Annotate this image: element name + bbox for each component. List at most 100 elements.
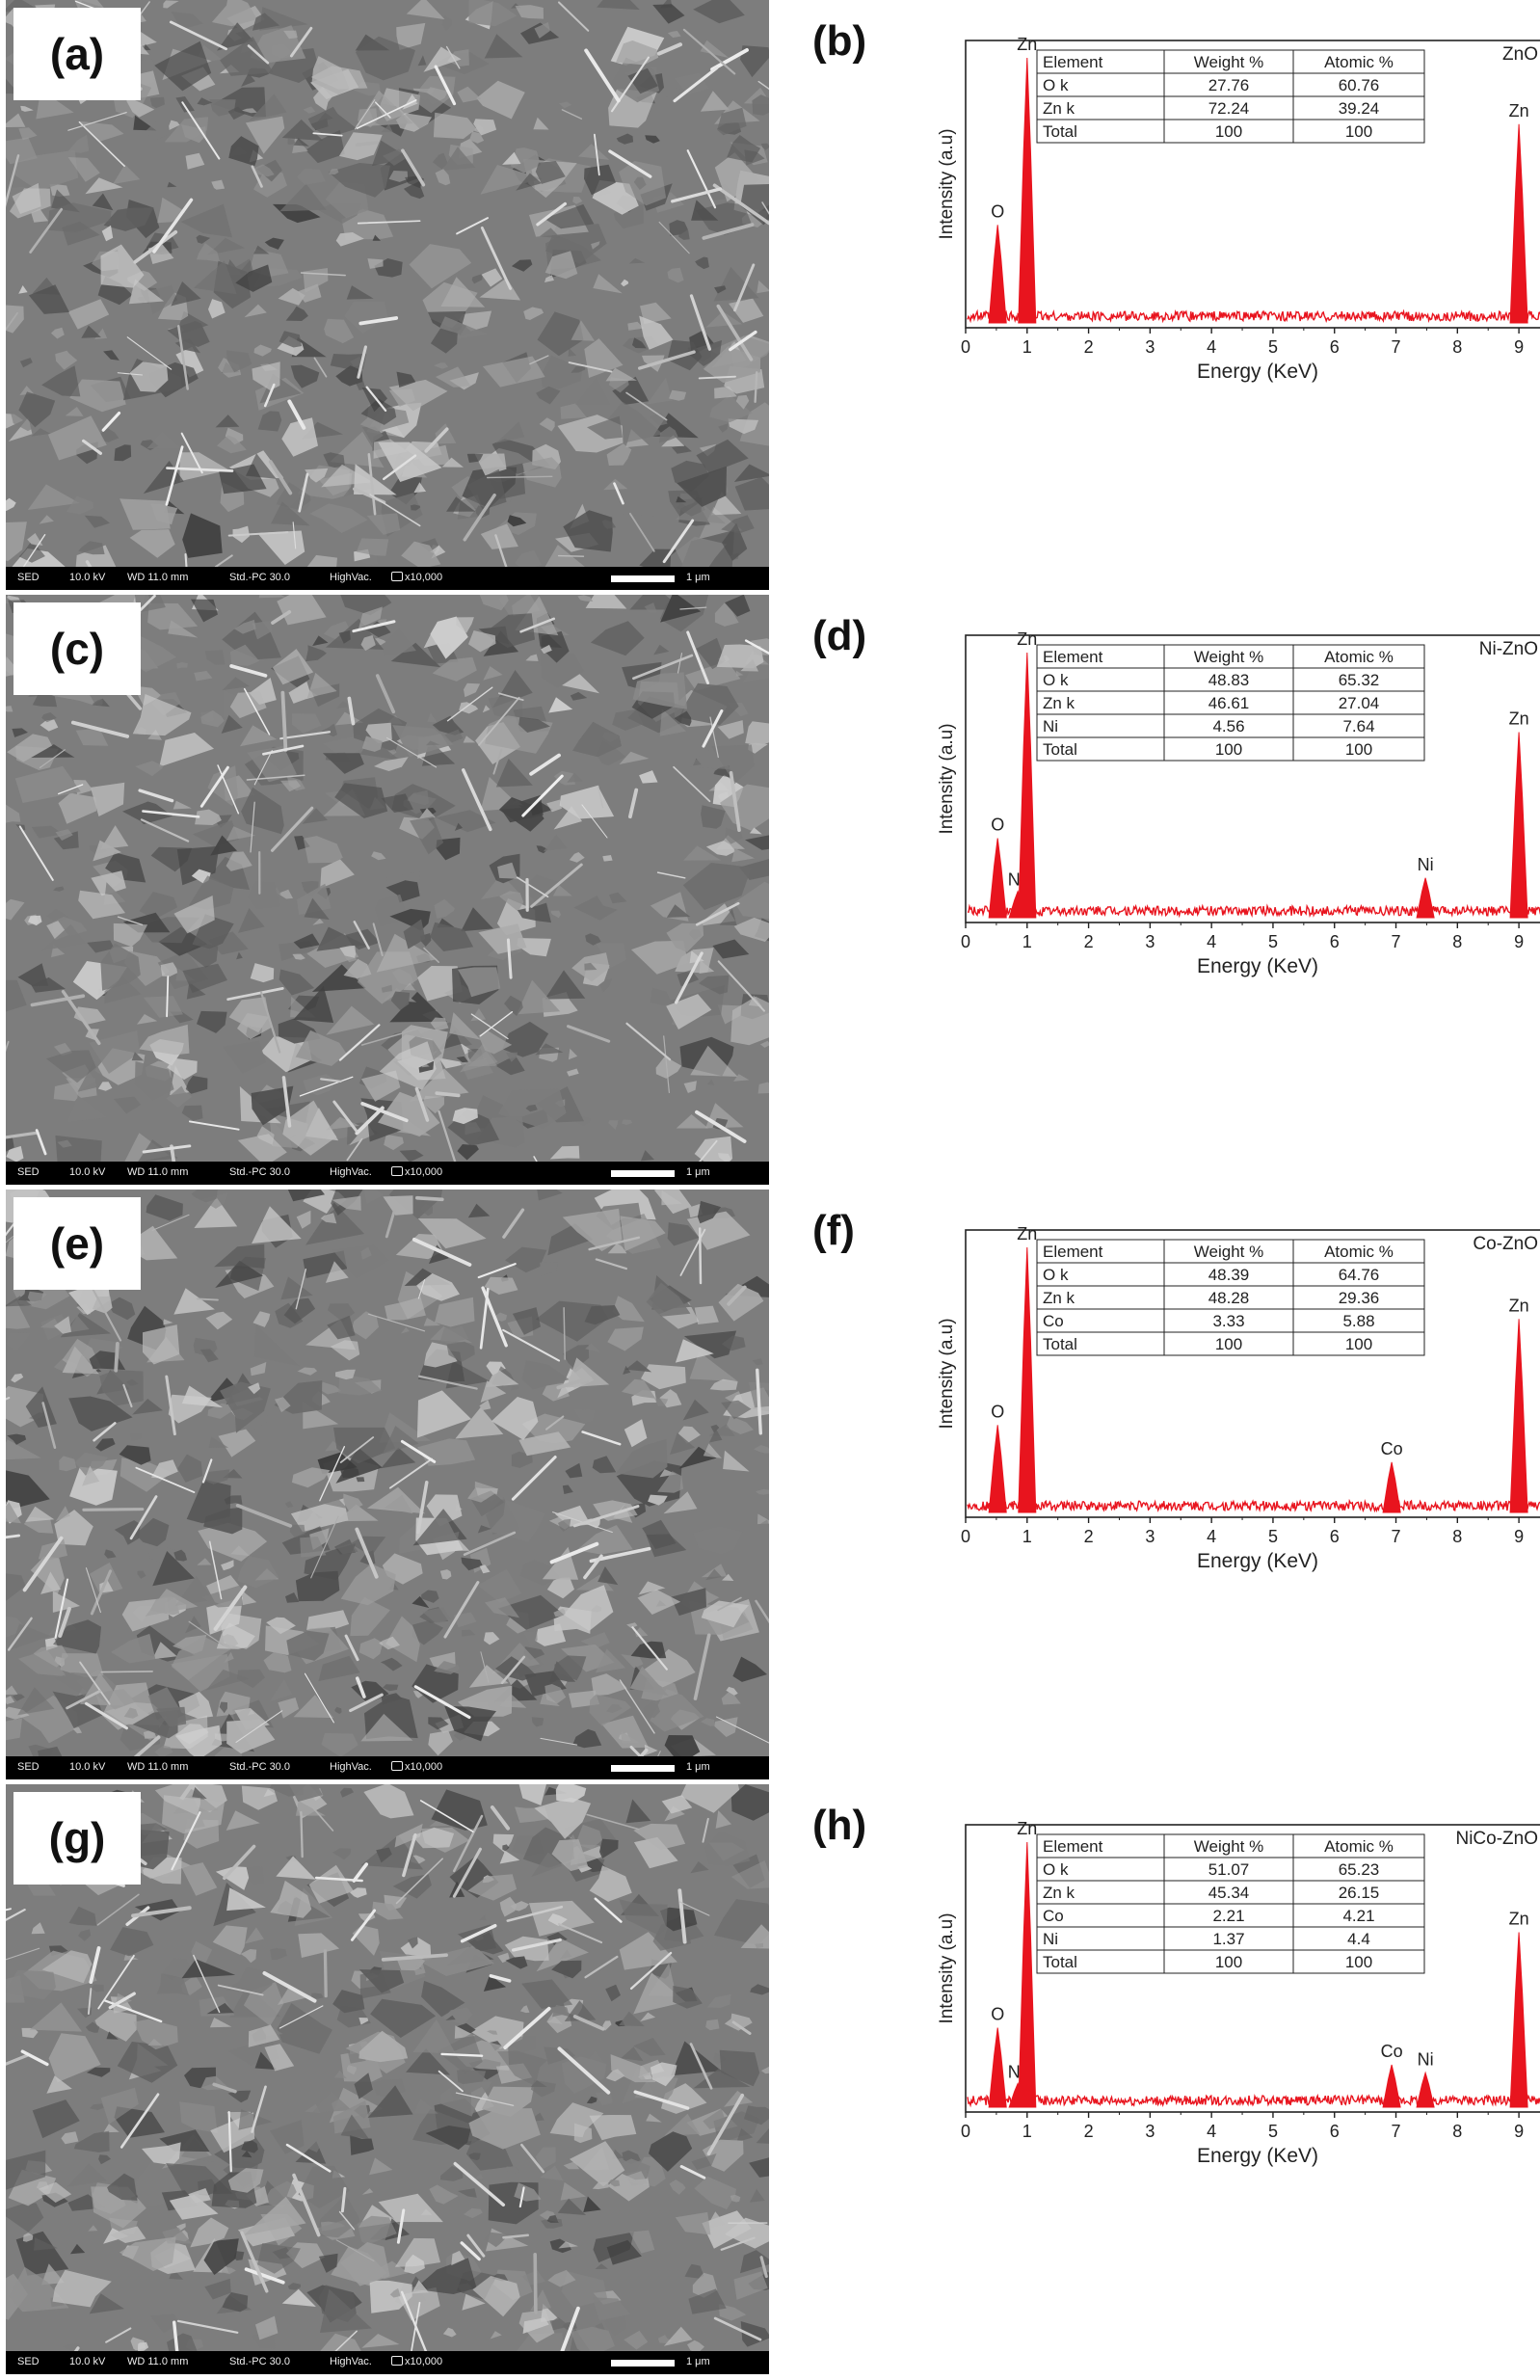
sem-particle: [6, 521, 27, 562]
sem-particle: [6, 706, 13, 712]
sem-particle: [67, 157, 100, 182]
sem-particle: [412, 1595, 430, 1609]
sem-particle: [421, 2208, 433, 2215]
sem-rod: [727, 1285, 747, 1306]
table-value: 100: [1215, 1335, 1242, 1353]
sem-particle: [735, 670, 744, 677]
sem-particle: [247, 881, 280, 909]
sem-particle: [28, 284, 69, 314]
sem-particle: [208, 299, 226, 319]
spectrum-baseline: [967, 308, 1540, 324]
sem-rod: [165, 1375, 176, 1436]
sem-particle: [480, 165, 543, 195]
sem-particle: [678, 682, 739, 726]
sem-rod: [385, 736, 438, 768]
peak-label-o: O: [991, 1402, 1004, 1421]
table-value: 100: [1215, 740, 1242, 759]
sem-particle: [55, 350, 78, 370]
sem-particle: [646, 1282, 691, 1317]
sem-particle: [423, 1342, 458, 1368]
sem-particle: [455, 1503, 463, 1512]
sem-rod: [583, 1554, 603, 1580]
sem-particle: [146, 1194, 183, 1221]
sem-rod: [355, 141, 379, 147]
sem-rod: [339, 1436, 375, 1464]
sem-particle: [243, 2196, 306, 2235]
sem-particle: [432, 152, 448, 170]
sem-rod: [383, 454, 417, 481]
x-tick-label: 2: [1084, 932, 1094, 951]
sem-particle: [250, 963, 275, 983]
sem-particle: [339, 945, 357, 958]
sem-particle: [18, 285, 28, 294]
sem-particle: [575, 377, 611, 405]
sem-particle: [119, 1445, 151, 1465]
sem-particle: [90, 2103, 104, 2110]
x-tick-label: 3: [1145, 932, 1155, 951]
sem-particle: [340, 2114, 369, 2139]
sem-particle: [612, 1296, 645, 1323]
table-value: Ni: [1043, 1930, 1058, 1948]
sem-particle: [682, 863, 752, 910]
sem-particle: [197, 1558, 212, 1565]
sem-particle: [41, 712, 57, 723]
sem-rod: [461, 768, 492, 832]
sem-particle: [6, 2150, 46, 2190]
sem-particle: [15, 2231, 69, 2276]
sem-particle: [41, 1950, 93, 1984]
sem-particle: [194, 1197, 238, 1228]
sem-particle: [676, 495, 687, 503]
sem-rod: [108, 1992, 136, 2010]
sem-particle: [505, 2166, 520, 2176]
sem-particle: [495, 421, 525, 443]
table-cell: [1163, 736, 1294, 762]
sem-particle: [139, 892, 178, 920]
sem-particle: [147, 602, 199, 630]
sem-particle: [725, 2217, 769, 2249]
sem-particle: [350, 1596, 390, 1637]
sem-particle: [497, 2050, 548, 2087]
sem-particle: [255, 2315, 279, 2340]
sem-particle: [203, 1507, 243, 1535]
table-cell: [1292, 667, 1425, 692]
sem-rod: [530, 863, 583, 908]
sem-particle: [498, 1594, 565, 1630]
table-cell: [1292, 1949, 1425, 1974]
sem-particle: [305, 1202, 365, 1245]
sem-particle: [6, 2203, 44, 2233]
sem-particle: [204, 650, 226, 665]
table-cell: [1163, 1880, 1294, 1905]
spectrum-peak-zn: [1018, 1841, 1037, 2108]
sem-particle: [363, 1784, 414, 1819]
sem-rod: [588, 1236, 641, 1251]
sem-rod: [702, 709, 724, 748]
sem-particle: [367, 258, 384, 269]
sem-particle: [612, 709, 644, 731]
sem-rod: [689, 294, 712, 351]
x-tick-label: 9: [1514, 932, 1524, 951]
sem-particle: [725, 827, 743, 844]
sem-rod: [84, 1701, 128, 1730]
sem-rod: [304, 1672, 334, 1724]
x-tick-label: 8: [1452, 932, 1462, 951]
sem-particle: [131, 1052, 145, 1061]
sem-particle: [61, 2131, 79, 2145]
spectrum-peak-co: [1382, 1461, 1401, 1513]
sem-particle: [573, 1409, 595, 1424]
sem-rod: [78, 120, 125, 167]
sem-particle: [669, 220, 688, 236]
sem-vacuum: HighVac.: [330, 1166, 372, 1178]
sem-particle: [445, 2015, 456, 2020]
sem-particle: [31, 976, 66, 993]
sem-particle: [173, 800, 192, 810]
table-cell: [1163, 119, 1294, 144]
sem-working-distance: WD 11.0 mm: [127, 572, 189, 583]
sem-particle: [604, 2313, 626, 2336]
sem-particle: [7, 734, 53, 762]
sem-rod: [372, 923, 384, 957]
sem-particle: [155, 1706, 187, 1727]
sem-particle: [290, 1498, 349, 1533]
sem-particle: [25, 1386, 57, 1428]
x-tick-label: 5: [1268, 1527, 1278, 1546]
sem-rod: [679, 606, 707, 610]
